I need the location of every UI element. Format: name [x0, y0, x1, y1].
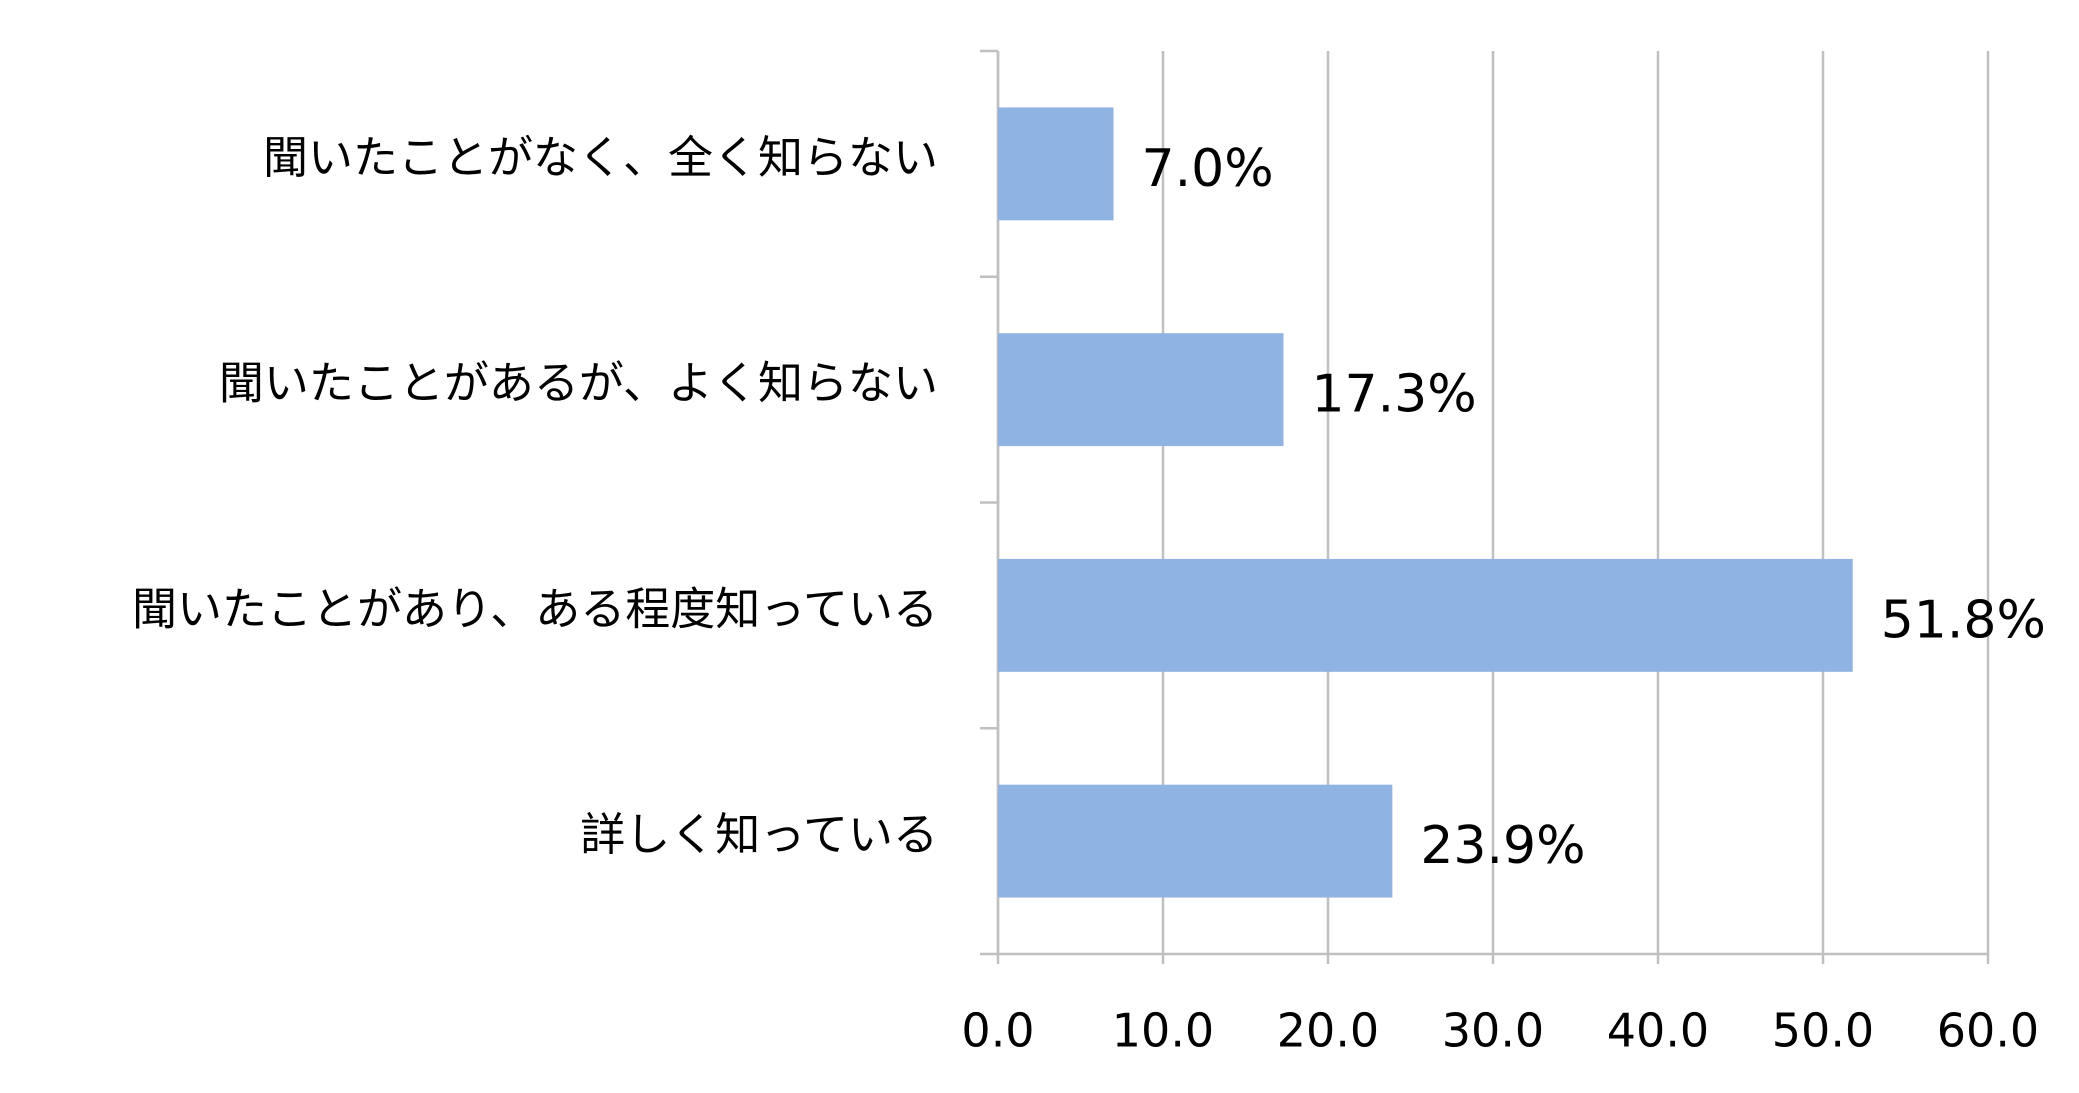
x-tick-label: 10.0 — [1112, 1004, 1214, 1058]
category-label: 聞いたことがあり、ある程度知っている — [132, 582, 938, 635]
value-label: 23.9% — [1420, 816, 1585, 876]
bar — [998, 558, 1853, 672]
x-tick-label: 30.0 — [1442, 1004, 1544, 1058]
bar — [998, 333, 1284, 447]
x-tick-label: 20.0 — [1277, 1004, 1379, 1058]
category-label: 聞いたことがなく、全く知らない — [263, 131, 938, 184]
category-label: 聞いたことがあるが、よく知らない — [219, 357, 938, 410]
value-label: 17.3% — [1311, 365, 1476, 425]
category-label: 詳しく知っている — [580, 808, 938, 861]
bar — [998, 784, 1393, 898]
value-label: 51.8% — [1881, 590, 2046, 650]
value-label: 7.0% — [1142, 139, 1274, 199]
x-tick-label: 40.0 — [1607, 1004, 1709, 1058]
bar — [998, 107, 1114, 221]
x-tick-label: 50.0 — [1772, 1004, 1874, 1058]
x-tick-label: 0.0 — [961, 1004, 1034, 1058]
x-tick-label: 60.0 — [1937, 1004, 2039, 1058]
